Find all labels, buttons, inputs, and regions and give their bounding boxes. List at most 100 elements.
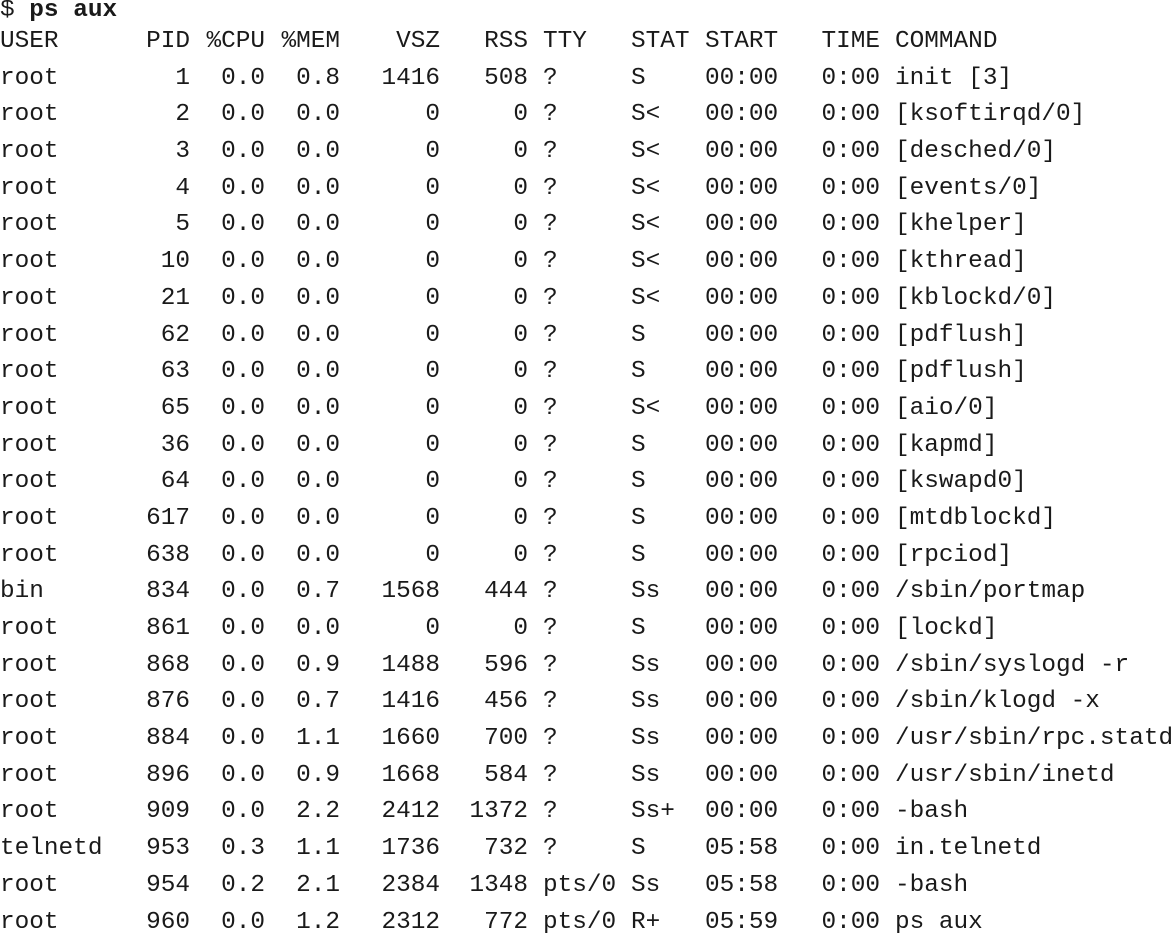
cell-pid: 10 <box>140 244 190 281</box>
cell-command: /sbin/syslogd -r <box>895 648 1173 685</box>
cell-user: root <box>0 905 140 941</box>
cell-command: [events/0] <box>895 171 1173 208</box>
cell-user: root <box>0 97 140 134</box>
cell-user: root <box>0 464 140 501</box>
cell-tty: ? <box>543 574 631 611</box>
cell-mem: 0.0 <box>270 611 340 648</box>
cell-time: 0:00 <box>815 684 880 721</box>
cell-mem: 1.1 <box>270 721 340 758</box>
cell-tty: ? <box>543 648 631 685</box>
cell-cpu: 0.3 <box>195 831 265 868</box>
cell-time: 0:00 <box>815 134 880 171</box>
cell-cpu: 0.0 <box>195 905 265 941</box>
cell-time: 0:00 <box>815 171 880 208</box>
cell-mem: 0.0 <box>270 281 340 318</box>
cell-mem: 0.8 <box>270 61 340 98</box>
cell-pid: 617 <box>140 501 190 538</box>
cell-tty: ? <box>543 61 631 98</box>
cell-start: 05:58 <box>705 831 815 868</box>
cell-stat: S< <box>631 281 705 318</box>
cell-mem: 0.0 <box>270 428 340 465</box>
cell-cpu: 0.0 <box>195 611 265 648</box>
cell-cpu: 0.0 <box>195 464 265 501</box>
cell-time: 0:00 <box>815 464 880 501</box>
cell-pid: 876 <box>140 684 190 721</box>
cell-rss: 0 <box>445 134 528 171</box>
cell-vsz: 2312 <box>360 905 440 941</box>
cell-vsz: 0 <box>360 611 440 648</box>
cell-start: 00:00 <box>705 648 815 685</box>
cell-time: 0:00 <box>815 391 880 428</box>
cell-tty: ? <box>543 281 631 318</box>
cell-cpu: 0.0 <box>195 648 265 685</box>
cell-command: /usr/sbin/inetd <box>895 758 1173 795</box>
cell-time: 0:00 <box>815 831 880 868</box>
cell-pid: 5 <box>140 207 190 244</box>
cell-cpu: 0.0 <box>195 684 265 721</box>
cell-command: [kapmd] <box>895 428 1173 465</box>
cell-tty: ? <box>543 134 631 171</box>
cell-command: in.telnetd <box>895 831 1173 868</box>
cell-mem: 0.0 <box>270 244 340 281</box>
cell-start: 00:00 <box>705 281 815 318</box>
cell-mem: 0.7 <box>270 574 340 611</box>
cell-pid: 834 <box>140 574 190 611</box>
cell-user: root <box>0 721 140 758</box>
cell-vsz: 0 <box>360 244 440 281</box>
cell-tty: ? <box>543 758 631 795</box>
cell-time: 0:00 <box>815 61 880 98</box>
cell-start: 05:58 <box>705 868 815 905</box>
cell-command: [ksoftirqd/0] <box>895 97 1173 134</box>
cell-mem: 2.2 <box>270 794 340 831</box>
cell-rss: 0 <box>445 281 528 318</box>
cell-tty: ? <box>543 611 631 648</box>
cell-cpu: 0.0 <box>195 428 265 465</box>
header-mem: %MEM <box>270 24 340 61</box>
cell-mem: 0.0 <box>270 207 340 244</box>
cell-time: 0:00 <box>815 244 880 281</box>
cell-pid: 954 <box>140 868 190 905</box>
cell-vsz: 1736 <box>360 831 440 868</box>
cell-user: root <box>0 61 140 98</box>
cell-rss: 0 <box>445 97 528 134</box>
cell-pid: 63 <box>140 354 190 391</box>
header-start: START <box>705 24 815 61</box>
cell-user: root <box>0 171 140 208</box>
cell-rss: 0 <box>445 391 528 428</box>
cell-rss: 0 <box>445 464 528 501</box>
cell-time: 0:00 <box>815 648 880 685</box>
cell-vsz: 0 <box>360 538 440 575</box>
cell-stat: S <box>631 61 705 98</box>
cell-command: [pdflush] <box>895 354 1173 391</box>
cell-stat: Ss <box>631 648 705 685</box>
cell-mem: 1.2 <box>270 905 340 941</box>
header-rss: RSS <box>445 24 528 61</box>
cell-start: 00:00 <box>705 501 815 538</box>
cell-pid: 3 <box>140 134 190 171</box>
cell-mem: 0.0 <box>270 97 340 134</box>
cell-stat: Ss <box>631 721 705 758</box>
cell-start: 00:00 <box>705 684 815 721</box>
cell-tty: ? <box>543 97 631 134</box>
cell-stat: S< <box>631 134 705 171</box>
cell-start: 00:00 <box>705 758 815 795</box>
cell-vsz: 0 <box>360 318 440 355</box>
cell-start: 00:00 <box>705 611 815 648</box>
cell-rss: 0 <box>445 244 528 281</box>
cell-start: 00:00 <box>705 207 815 244</box>
cell-command: [rpciod] <box>895 538 1173 575</box>
cell-tty: ? <box>543 464 631 501</box>
cell-rss: 1348 <box>445 868 528 905</box>
cell-time: 0:00 <box>815 574 880 611</box>
